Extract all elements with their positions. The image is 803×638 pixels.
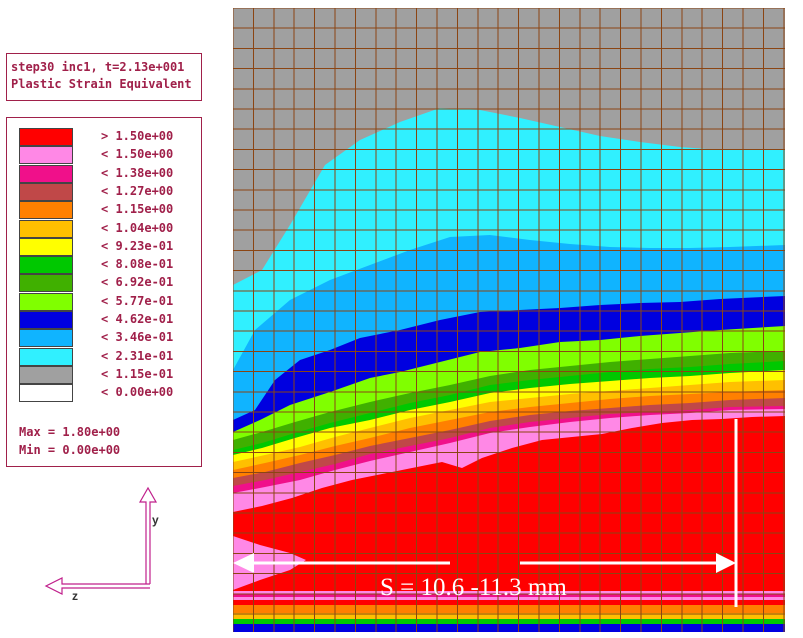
legend-label: < 1.27e+00	[101, 183, 174, 198]
legend-label: < 6.92e-01	[101, 275, 174, 290]
legend-swatch	[19, 256, 73, 275]
bottom-blue	[233, 624, 785, 632]
legend-item: < 1.50e+00	[19, 146, 199, 165]
legend-label: < 1.04e+00	[101, 220, 174, 235]
z-axis-label: z	[72, 589, 78, 603]
legend-item: < 8.08e-01	[19, 256, 199, 275]
legend-label: < 9.23e-01	[101, 238, 174, 253]
legend-swatch	[19, 311, 73, 329]
legend-swatch	[19, 219, 73, 238]
dimension-annotation: S = 10.6 -11.3 mm	[380, 574, 567, 601]
legend-label: < 1.38e+00	[101, 165, 174, 180]
z-axis-arrow	[44, 577, 150, 595]
info-box: step30 inc1, t=2.13e+001 Plastic Strain …	[6, 53, 202, 101]
legend-swatch	[19, 201, 73, 220]
legend-label: < 5.77e-01	[101, 293, 174, 308]
legend-swatch	[19, 365, 73, 384]
legend-item: < 0.00e+00	[19, 384, 199, 403]
legend-swatch	[19, 237, 73, 256]
y-axis-label: y	[152, 513, 159, 527]
legend-item: < 5.77e-01	[19, 292, 199, 311]
bottom-gold	[233, 613, 785, 619]
variable-label: Plastic Strain Equivalent	[11, 77, 192, 91]
legend-item: < 2.31e-01	[19, 347, 199, 366]
legend-swatch	[19, 164, 73, 183]
bottom-orange	[233, 605, 785, 613]
bottom-red	[233, 600, 785, 605]
band-red	[233, 416, 785, 632]
legend-label: < 0.00e+00	[101, 385, 174, 400]
dimension-arrow-right	[716, 553, 736, 573]
legend-label: < 3.46e-01	[101, 330, 174, 345]
legend-swatch	[19, 329, 73, 348]
legend-item: < 6.92e-01	[19, 274, 199, 293]
legend-swatch	[19, 274, 73, 293]
legend-swatch	[19, 347, 73, 366]
legend-item: < 4.62e-01	[19, 311, 199, 329]
legend-swatch	[19, 182, 73, 201]
legend-swatch	[19, 384, 73, 403]
step-label: step30 inc1, t=2.13e+001	[11, 60, 185, 74]
color-legend: > 1.50e+00 < 1.50e+00 < 1.38e+00 < 1.27e+00…	[6, 117, 202, 467]
legend-swatch	[19, 146, 73, 165]
legend-label: < 4.62e-01	[101, 312, 174, 326]
legend-item: < 3.46e-01	[19, 329, 199, 348]
legend-item: < 1.27e+00	[19, 182, 199, 201]
legend-item: < 1.38e+00	[19, 164, 199, 183]
min-value: Min = 0.00e+00	[19, 443, 121, 457]
legend-item: < 1.15e-01	[19, 365, 199, 384]
legend-label: < 1.50e+00	[101, 147, 174, 162]
legend-label: < 1.15e+00	[101, 202, 174, 217]
dimension-arrow-left	[233, 553, 254, 573]
legend-label: < 1.15e-01	[101, 366, 174, 381]
legend-swatch	[19, 128, 73, 146]
bottom-magenta	[233, 594, 785, 597]
max-value: Max = 1.80e+00	[19, 425, 121, 439]
bottom-green	[233, 619, 785, 624]
legend-item: > 1.50e+00	[19, 128, 199, 146]
mesh-grid	[233, 8, 785, 632]
legend-label: < 8.08e-01	[101, 257, 174, 272]
y-axis-arrow	[138, 486, 158, 584]
axis-triad: y z	[44, 486, 159, 603]
legend-label: > 1.50e+00	[101, 129, 174, 143]
legend-item: < 1.15e+00	[19, 201, 199, 220]
legend-item: < 9.23e-01	[19, 237, 199, 256]
legend-label: < 2.31e-01	[101, 348, 174, 363]
legend-swatch	[19, 292, 73, 311]
legend-item: < 1.04e+00	[19, 219, 199, 238]
